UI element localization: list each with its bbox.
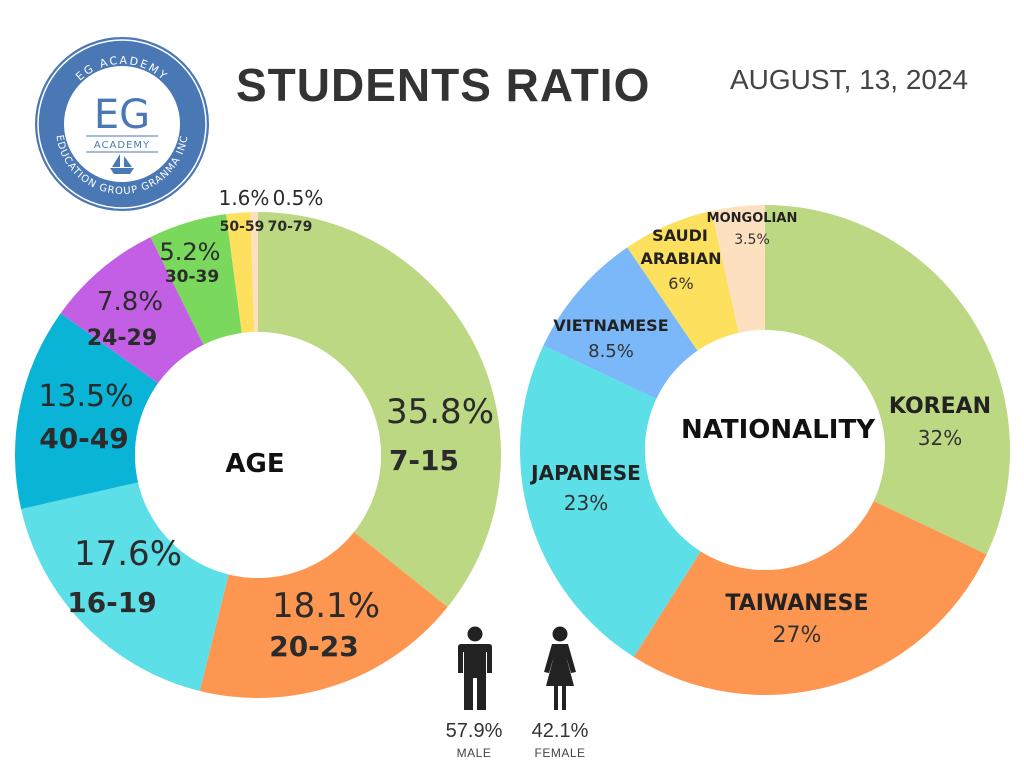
nationality-label-mongolian: MONGOLIAN [707,211,798,226]
page-title: STUDENTS RATIO [236,59,651,111]
nationality-pct-korean: 32% [918,426,962,450]
age-pct-7-15: 35.8% [386,392,494,432]
age-label-7-15: 7-15 [389,444,459,477]
slice-70-79 [250,212,258,333]
nationality-pct-taiwanese: 27% [773,623,822,648]
age-pct-40-49: 13.5% [38,379,133,414]
age-pct-70-79: 0.5% [273,186,324,210]
nationality-label-taiwanese: TAIWANESE [725,591,868,616]
age-pct-30-39: 5.2% [160,238,221,266]
female-icon [544,626,576,710]
nationality-label-vietnamese: VIETNAMESE [553,316,668,335]
slice-taiwanese [633,501,987,695]
nationality-label-korean: KOREAN [889,394,991,419]
male-percentage: 57.9% [445,720,503,742]
age-label-70-79: 70-79 [268,219,313,235]
male-label: MALE [456,746,492,760]
age-center-title: AGE [225,449,284,479]
donut-hole [135,332,381,578]
age-pct-24-29: 7.8% [97,287,163,317]
slice-40-49 [14,313,159,510]
slice-24-29 [60,237,204,384]
slice-30-39 [150,214,242,345]
slice-16-19 [21,482,229,691]
ship-icon [110,154,134,174]
age-label-16-19: 16-19 [67,586,157,619]
nationality-pct-vietnamese: 8.5% [588,341,634,362]
age-label-24-29: 24-29 [87,326,157,351]
slice-50-59 [226,212,255,334]
male-icon [458,626,492,710]
age-label-50-59: 50-59 [220,219,265,235]
academy-logo: EG ACADEMY EDUCATION GROUP GRANMA INC EG… [35,37,209,211]
donut-hole [645,330,885,570]
nationality-center-title: NATIONALITY [681,415,876,445]
slice-japanese [520,345,701,657]
logo-sub-text: ACADEMY [94,140,150,151]
nationality-donut-chart: NATIONALITY KOREAN 32% TAIWANESE 27% JAPANESE… [520,205,1010,695]
age-label-30-39: 30-39 [165,267,219,287]
nationality-pct-japanese: 23% [564,491,608,515]
nationality-pct-mongolian: 3.5% [734,232,770,248]
logo-monogram: EG [94,92,150,138]
nationality-pct-saudi-arabian: 6% [668,274,693,293]
slice-vietnamese [543,247,698,399]
slice-mongolian [711,205,765,333]
slice-korean [765,205,1010,555]
slice-20-23 [199,531,448,698]
age-donut-chart: AGE 35.8% 7-15 18.1% 20-23 17.6% 16-19 13.5% 40-… [14,186,501,698]
female-percentage: 42.1% [531,720,589,742]
age-pct-16-19: 17.6% [74,534,182,574]
female-label: FEMALE [534,746,586,760]
slice-7-15 [258,212,501,608]
slice-saudi-arabian [627,210,739,351]
report-date: AUGUST, 13, 2024 [730,64,969,95]
age-pct-50-59: 1.6% [219,186,270,210]
nationality-label-japanese: JAPANESE [529,461,641,485]
age-label-40-49: 40-49 [39,422,129,455]
age-pct-20-23: 18.1% [272,586,380,626]
age-label-20-23: 20-23 [269,630,359,663]
nationality-label-saudi-arabian: SAUDI ARABIAN [640,226,721,268]
